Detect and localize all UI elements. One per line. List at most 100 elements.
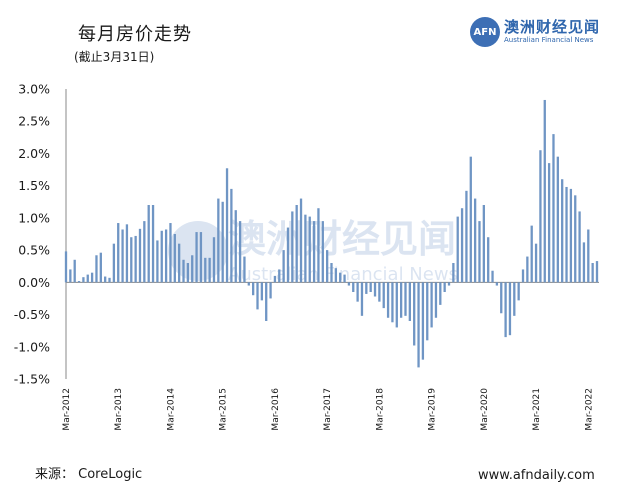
bar bbox=[130, 237, 133, 283]
bar bbox=[556, 156, 559, 283]
bar bbox=[565, 186, 568, 283]
bar bbox=[413, 282, 416, 346]
website-link[interactable]: www.afndaily.com bbox=[478, 468, 595, 483]
bar bbox=[365, 282, 368, 294]
bar bbox=[561, 179, 564, 283]
bar bbox=[265, 282, 268, 321]
bar bbox=[134, 235, 137, 283]
x-tick-label: Mar-2015 bbox=[219, 388, 229, 431]
bar bbox=[282, 250, 285, 283]
bar bbox=[552, 134, 555, 283]
bar bbox=[238, 221, 242, 283]
bar bbox=[147, 205, 150, 283]
bar bbox=[452, 263, 455, 283]
bar bbox=[360, 282, 364, 316]
bar bbox=[169, 223, 172, 283]
bar bbox=[243, 256, 246, 283]
afn-logo[interactable]: AFN 澳洲财经见闻 Australian Financial News bbox=[470, 16, 610, 50]
bar bbox=[69, 269, 72, 283]
bar bbox=[434, 282, 438, 318]
bar bbox=[186, 263, 190, 283]
bar bbox=[591, 263, 594, 283]
bar bbox=[517, 282, 520, 301]
bar bbox=[386, 282, 390, 318]
bar bbox=[182, 259, 185, 283]
bar bbox=[352, 282, 355, 292]
x-tick-label: Mar-2012 bbox=[62, 388, 72, 431]
bar bbox=[439, 282, 442, 305]
bar bbox=[173, 234, 176, 283]
bar bbox=[447, 282, 451, 286]
x-tick-label: Mar-2017 bbox=[323, 388, 333, 431]
bar bbox=[491, 270, 494, 283]
bar bbox=[334, 268, 337, 283]
bar bbox=[104, 276, 107, 283]
bar bbox=[530, 225, 533, 283]
y-tick-label: 1.0% bbox=[18, 210, 50, 225]
bar bbox=[595, 261, 599, 283]
bar bbox=[221, 201, 224, 283]
x-tick-label: Mar-2022 bbox=[584, 388, 594, 431]
bar bbox=[160, 230, 163, 283]
bar bbox=[508, 282, 512, 336]
x-tick-label: Mar-2018 bbox=[375, 388, 385, 431]
x-axis: Mar-2012 Mar-2013 Mar-2014 Mar-2015 Mar-2016… bbox=[62, 388, 594, 431]
chart-title: 每月房价走势 bbox=[78, 24, 192, 45]
x-tick-label: Mar-2020 bbox=[480, 388, 490, 431]
logo-name: 澳洲财经见闻 bbox=[504, 18, 601, 36]
bar bbox=[404, 282, 407, 316]
bar bbox=[82, 277, 85, 283]
x-tick-label: Mar-2016 bbox=[271, 388, 281, 431]
bar bbox=[208, 257, 211, 283]
watermark-tagline: Australian Financial News bbox=[228, 264, 458, 285]
bar bbox=[252, 282, 255, 296]
y-tick-label: 2.5% bbox=[18, 114, 50, 129]
bar bbox=[521, 269, 525, 283]
bar bbox=[569, 188, 573, 283]
y-tick-label: 0.5% bbox=[18, 243, 50, 258]
bar bbox=[495, 282, 499, 286]
bar bbox=[156, 240, 159, 283]
chart-subtitle: (截止3月31日) bbox=[74, 50, 155, 64]
bar bbox=[117, 223, 120, 283]
bar bbox=[269, 282, 272, 299]
bar bbox=[317, 208, 320, 283]
bar bbox=[230, 188, 233, 283]
bar bbox=[138, 228, 142, 283]
bar bbox=[247, 282, 250, 286]
bar bbox=[347, 282, 351, 286]
bar bbox=[408, 282, 411, 321]
bar bbox=[191, 255, 194, 283]
bar bbox=[526, 256, 529, 283]
bar bbox=[430, 282, 433, 328]
bar bbox=[77, 281, 81, 283]
bar bbox=[469, 156, 472, 283]
bar bbox=[482, 205, 485, 283]
bar bbox=[369, 282, 372, 292]
bar bbox=[234, 210, 237, 283]
bar bbox=[121, 229, 124, 283]
bar bbox=[395, 282, 398, 328]
x-tick-label: Mar-2021 bbox=[532, 388, 542, 431]
bar bbox=[195, 232, 198, 283]
bar bbox=[426, 282, 429, 341]
bar bbox=[112, 243, 116, 283]
bar bbox=[204, 257, 207, 283]
bar bbox=[547, 163, 551, 283]
bar bbox=[217, 198, 220, 283]
bar bbox=[391, 282, 394, 323]
watermark-name: 澳洲财经见闻 bbox=[228, 217, 456, 261]
bar bbox=[256, 282, 259, 310]
x-tick-label: Mar-2019 bbox=[428, 388, 438, 431]
bar bbox=[534, 243, 538, 283]
bar bbox=[278, 269, 281, 283]
bar bbox=[473, 198, 477, 283]
bar bbox=[399, 282, 403, 318]
x-tick-label: Mar-2013 bbox=[114, 388, 124, 431]
bar bbox=[587, 229, 590, 283]
bar bbox=[443, 282, 446, 292]
bar bbox=[421, 282, 425, 360]
bar bbox=[478, 221, 481, 283]
bar bbox=[460, 208, 464, 283]
bar bbox=[500, 282, 503, 314]
